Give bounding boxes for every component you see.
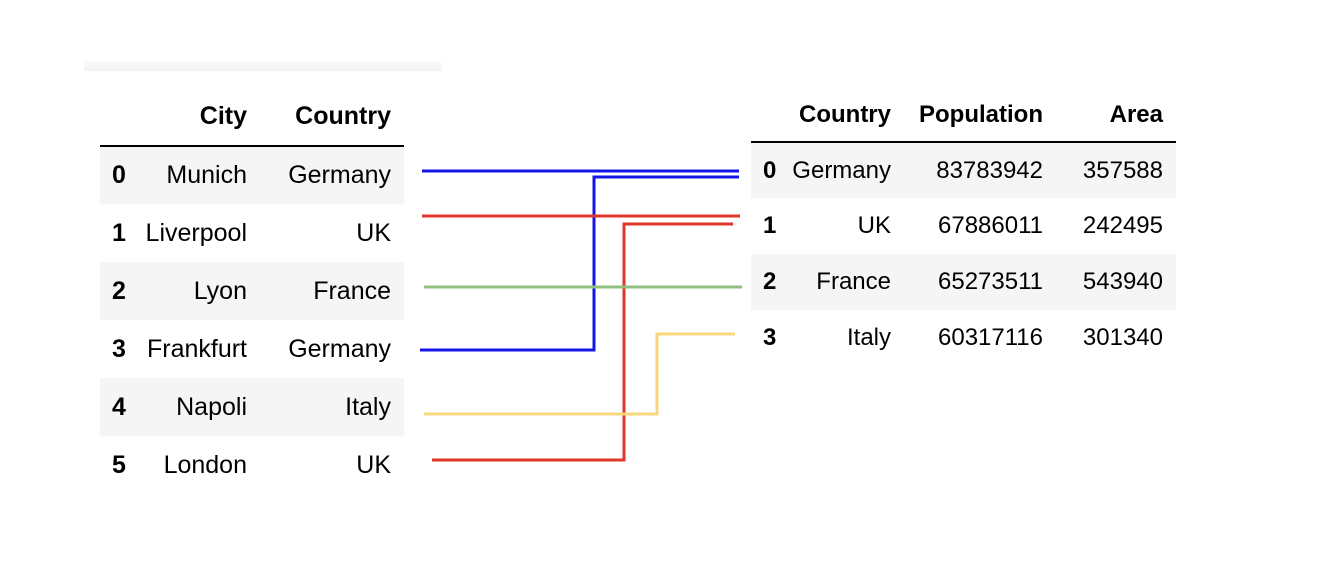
country-cell: Germany bbox=[792, 156, 891, 184]
column-header-country: Country bbox=[799, 101, 891, 128]
column-header-area: Area bbox=[1109, 101, 1163, 128]
table-row: 5 London UK bbox=[100, 436, 404, 494]
population-cell: 65273511 bbox=[938, 268, 1043, 295]
table-row: 1 Liverpool UK bbox=[100, 204, 404, 262]
city-cell: Liverpool bbox=[145, 218, 247, 247]
row-index: 2 bbox=[112, 276, 126, 305]
table-row: 4 Napoli Italy bbox=[100, 378, 404, 436]
row-index: 0 bbox=[112, 161, 126, 189]
link-napoli-italy bbox=[424, 332, 735, 416]
table-row: 2 Lyon France bbox=[100, 262, 404, 320]
country-cell: France bbox=[313, 276, 391, 305]
city-cell: Lyon bbox=[193, 276, 247, 305]
link-london-uk bbox=[432, 222, 733, 462]
area-cell: 357588 bbox=[1082, 156, 1163, 184]
city-cell: London bbox=[163, 450, 247, 479]
city-cell: Napoli bbox=[176, 392, 247, 421]
link-frankfurt-germany bbox=[420, 175, 739, 352]
table-row: 0 Germany 83783942 357588 bbox=[751, 142, 1176, 198]
country-cell: Germany bbox=[288, 334, 391, 363]
row-index: 3 bbox=[763, 324, 777, 351]
row-index: 4 bbox=[112, 392, 126, 421]
row-index: 1 bbox=[112, 218, 126, 247]
row-index: 5 bbox=[112, 450, 126, 479]
country-cell: Germany bbox=[288, 161, 391, 189]
country-cell: Italy bbox=[846, 324, 891, 351]
city-cell: Munich bbox=[166, 161, 247, 189]
country-cell: UK bbox=[356, 218, 391, 247]
city-cell: Frankfurt bbox=[146, 334, 247, 363]
row-index: 2 bbox=[763, 268, 777, 295]
cities-table: City Country 0 Munich Germany 1 Liverpoo… bbox=[100, 88, 404, 494]
country-cell: Italy bbox=[345, 392, 391, 421]
cities-header-row: City Country bbox=[100, 88, 404, 146]
country-cell: UK bbox=[356, 450, 391, 479]
row-index: 1 bbox=[763, 212, 777, 239]
population-cell: 60317116 bbox=[938, 324, 1043, 351]
table-row: 2 France 65273511 543940 bbox=[751, 254, 1176, 310]
table-row: 3 Italy 60317116 301340 bbox=[751, 310, 1176, 366]
country-cell: UK bbox=[857, 212, 891, 239]
table-row: 1 UK 67886011 242495 bbox=[751, 198, 1176, 254]
faded-header-bar bbox=[84, 61, 442, 71]
area-cell: 543940 bbox=[1082, 268, 1163, 295]
country-cell: France bbox=[816, 268, 891, 295]
column-header-country: Country bbox=[295, 102, 391, 130]
countries-table: Country Population Area 0 Germany 837839… bbox=[751, 89, 1176, 366]
column-header-city: City bbox=[199, 102, 247, 130]
population-cell: 83783942 bbox=[936, 156, 1043, 184]
area-cell: 301340 bbox=[1082, 324, 1163, 351]
row-index: 0 bbox=[763, 156, 777, 184]
table-row: 0 Munich Germany bbox=[100, 146, 404, 204]
table-row: 3 Frankfurt Germany bbox=[100, 320, 404, 378]
column-header-population: Population bbox=[919, 101, 1043, 128]
area-cell: 242495 bbox=[1082, 212, 1163, 239]
row-index: 3 bbox=[112, 334, 126, 363]
countries-header-row: Country Population Area bbox=[751, 89, 1176, 142]
population-cell: 67886011 bbox=[938, 212, 1043, 239]
